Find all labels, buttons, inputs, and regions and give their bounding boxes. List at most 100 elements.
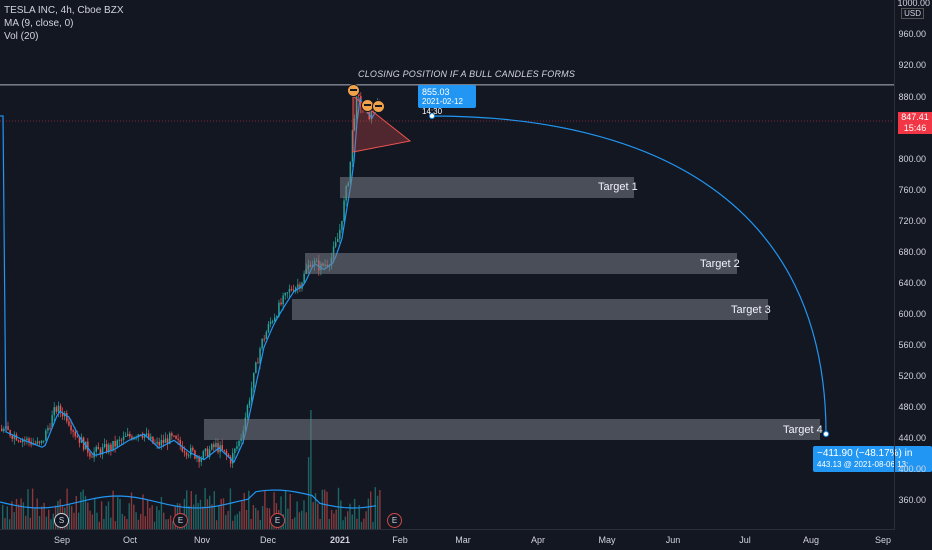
price-tick-label: 760.00 <box>898 184 926 195</box>
candle-body <box>122 436 125 440</box>
volume-bar <box>140 513 142 530</box>
time-tick-label: Jun <box>665 535 681 545</box>
volume-bar <box>190 490 192 530</box>
volume-bar <box>335 509 337 530</box>
candle-body <box>74 431 76 436</box>
time-tick-label: Sep <box>874 535 892 545</box>
candle-body <box>221 445 223 450</box>
time-axis[interactable]: Sep Oct Nov Dec 2021 Feb Mar Apr May Jun Jul Aug Sep <box>0 529 895 550</box>
earnings-icon[interactable]: E <box>173 513 188 528</box>
candle-body <box>51 415 53 428</box>
candle-body <box>349 161 352 183</box>
volume-bar <box>98 521 100 530</box>
volume-bar <box>358 504 360 530</box>
currency-label: USD <box>901 8 924 19</box>
volume-bar <box>96 512 98 530</box>
volume-bar <box>372 521 374 530</box>
candle-body <box>198 456 200 462</box>
candle-body <box>253 372 255 388</box>
ma-indicator-label[interactable]: MA (9, close, 0) <box>4 18 74 29</box>
candle-body <box>274 317 276 322</box>
candle-body <box>282 295 284 305</box>
volume-bar <box>204 487 206 530</box>
volume-indicator-label[interactable]: Vol (20) <box>4 31 39 42</box>
volume-bar <box>351 514 353 530</box>
target-zone-4[interactable] <box>204 419 820 440</box>
candle-body <box>76 435 79 438</box>
candle-body <box>9 430 11 436</box>
candle-body <box>211 444 213 450</box>
volume-bar <box>248 490 250 530</box>
volume-bar <box>68 504 71 530</box>
volume-bar <box>123 516 126 530</box>
volume-bar <box>326 491 328 530</box>
volume-bar <box>234 515 236 530</box>
volume-bar <box>314 493 317 530</box>
volume-bar <box>250 519 252 530</box>
projection-start-callout[interactable]: 855.03 2021-02-12 14:30 <box>418 85 476 116</box>
candle-body <box>114 440 116 447</box>
candle-body <box>227 454 230 457</box>
volume-bar <box>36 498 38 530</box>
candle-body <box>106 444 108 453</box>
volume-bar <box>156 506 158 530</box>
bar-countdown: 15:46 <box>903 123 927 133</box>
volume-bar <box>347 511 349 530</box>
candle-body <box>208 449 211 457</box>
volume-bar <box>130 492 133 530</box>
price-tick-label: 400.00 <box>898 464 926 474</box>
volume-bar <box>365 511 367 530</box>
target-zone-3[interactable] <box>292 299 768 320</box>
arrow-badge-icon[interactable] <box>361 99 374 112</box>
volume-bar <box>128 503 130 530</box>
candle-body <box>286 292 289 294</box>
price-axis[interactable]: 1000.00 USD 360.00 400.00 440.00 480.00 520.… <box>894 0 932 530</box>
volume-bar <box>34 507 36 530</box>
volume-bar <box>135 512 137 530</box>
projection-start-point <box>429 113 435 119</box>
volume-bar <box>105 506 107 530</box>
arrow-badge-icon[interactable] <box>347 84 360 97</box>
volume-bar <box>91 514 94 530</box>
horizontal-line-label[interactable]: CLOSING POSITION IF A BULL CANDLES FORMS <box>358 69 576 79</box>
volume-bar <box>289 493 291 530</box>
candle-body <box>169 433 171 444</box>
target-zone-1[interactable] <box>340 177 634 198</box>
arrow-badge-icon[interactable] <box>372 100 385 113</box>
volume-bar <box>330 509 333 530</box>
candle-body <box>173 435 175 437</box>
candle-body <box>269 321 272 325</box>
candle-body <box>156 441 158 444</box>
candle-body <box>257 362 259 364</box>
volume-bar <box>75 495 77 530</box>
candle-body <box>59 405 62 413</box>
volume-bar <box>94 497 96 530</box>
split-icon[interactable]: S <box>54 513 69 528</box>
candle-body <box>183 451 186 453</box>
candle-body <box>101 447 104 455</box>
earnings-icon[interactable]: E <box>387 513 402 528</box>
symbol-title[interactable]: TESLA INC, 4h, Cboe BZX <box>4 5 124 16</box>
chart-legend: TESLA INC, 4h, Cboe BZX MA (9, close, 0)… <box>4 4 124 43</box>
volume-bar <box>236 513 238 530</box>
candle-body <box>57 405 60 412</box>
volume-bar <box>367 498 370 530</box>
price-tick-label: 960.00 <box>898 29 926 40</box>
earnings-icon[interactable]: E <box>270 513 285 528</box>
volume-bar <box>211 504 213 530</box>
target-zone-2[interactable] <box>305 253 737 274</box>
volume-bar <box>169 515 172 530</box>
candle-body <box>236 446 238 449</box>
candle-body <box>116 440 118 447</box>
candle-body <box>223 449 226 451</box>
volume-bar <box>41 506 43 530</box>
projection-end-callout[interactable]: −411.90 (−48.17%) in 443.13 @ 2021-08-06… <box>813 446 932 472</box>
candle-body <box>196 456 198 459</box>
volume-bar <box>52 513 54 530</box>
volume-bar <box>142 494 144 530</box>
candle-body <box>91 456 93 458</box>
candle-body <box>150 436 152 440</box>
volume-bar <box>257 510 259 530</box>
volume-bar <box>27 489 29 530</box>
